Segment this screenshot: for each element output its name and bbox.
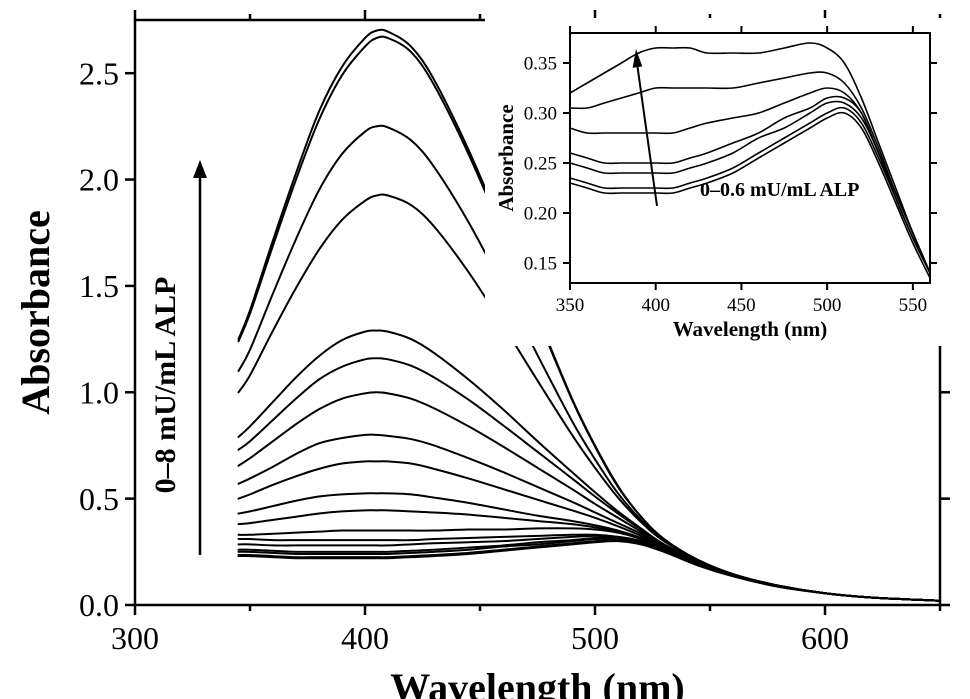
y-tick-label: 0.15 bbox=[524, 254, 557, 275]
x-tick-label: 450 bbox=[727, 295, 756, 316]
chart-root: 300 400 500 600 0.0 0.5 1.0 1.5 2.0 2.5 Wavelength… bbox=[0, 0, 970, 699]
inset-xlabel: Wavelength (nm) bbox=[673, 317, 828, 341]
x-tick-label: 500 bbox=[813, 295, 842, 316]
x-tick-label: 350 bbox=[556, 295, 585, 316]
main-annotation-text: 0–8 mU/mL ALP bbox=[149, 277, 182, 494]
y-tick-label: 0.0 bbox=[79, 587, 119, 623]
y-tick-label: 0.30 bbox=[524, 104, 557, 125]
x-tick-label: 300 bbox=[111, 620, 159, 656]
main-xlabel: Wavelength (nm) bbox=[390, 665, 684, 699]
x-tick-label: 500 bbox=[571, 620, 619, 656]
y-tick-label: 1.5 bbox=[79, 268, 119, 304]
y-tick-label: 0.25 bbox=[524, 154, 557, 175]
y-tick-label: 2.0 bbox=[79, 162, 119, 198]
y-tick-label: 1.0 bbox=[79, 374, 119, 410]
x-tick-label: 400 bbox=[641, 295, 670, 316]
x-tick-label: 550 bbox=[899, 295, 928, 316]
inset-annotation-text: 0–0.6 mU/mL ALP bbox=[700, 179, 859, 201]
x-tick-label: 400 bbox=[341, 620, 389, 656]
svg-canvas: 300 400 500 600 0.0 0.5 1.0 1.5 2.0 2.5 Wavelength… bbox=[0, 0, 970, 699]
main-ylabel: Absorbance bbox=[13, 210, 58, 414]
y-tick-label: 0.20 bbox=[524, 204, 557, 225]
x-tick-label: 600 bbox=[801, 620, 849, 656]
inset-ylabel: Absorbance bbox=[494, 104, 518, 211]
y-tick-label: 0.35 bbox=[524, 54, 557, 75]
y-tick-label: 2.5 bbox=[79, 55, 119, 91]
y-tick-label: 0.5 bbox=[79, 481, 119, 517]
